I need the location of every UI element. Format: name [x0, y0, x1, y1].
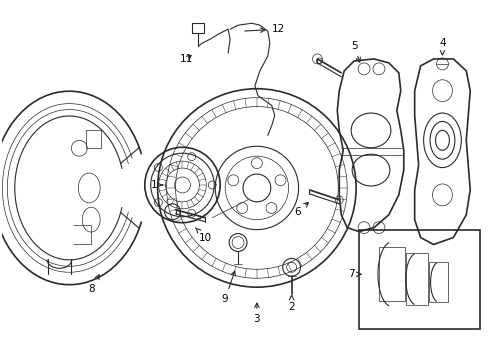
Text: 6: 6	[294, 202, 308, 217]
Text: 7: 7	[347, 269, 360, 279]
Text: 5: 5	[350, 41, 360, 62]
Text: 12: 12	[244, 24, 285, 34]
Text: 8: 8	[88, 275, 99, 294]
Text: 3: 3	[253, 303, 260, 324]
Text: 4: 4	[438, 38, 445, 55]
Text: 9: 9	[222, 271, 235, 304]
Text: 1: 1	[150, 180, 162, 190]
Text: 10: 10	[195, 228, 211, 243]
Text: 11: 11	[180, 54, 193, 64]
Bar	[358, 230, 479, 329]
Text: 2: 2	[288, 295, 294, 312]
